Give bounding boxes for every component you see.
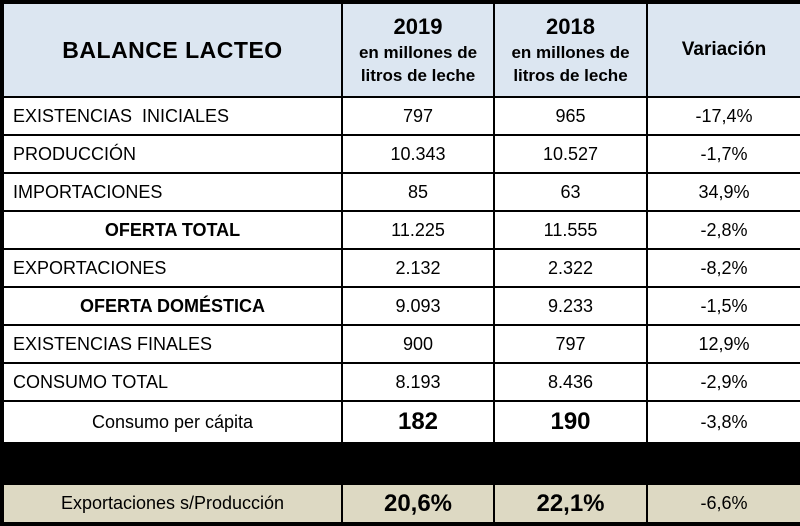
header-row: BALANCE LACTEO 2019 en millones de litro… — [1, 1, 800, 98]
value-2018-cell: 190 — [493, 400, 648, 444]
row-label: OFERTA DOMÉSTICA — [1, 286, 343, 326]
row-label: Exportaciones s/Producción — [1, 483, 343, 525]
column-header-2019: 2019 en millones de litros de leche — [341, 1, 495, 98]
table-row-produccion: PRODUCCIÓN 10.343 10.527 -1,7% — [1, 134, 800, 174]
table-row-oferta-domestica: OFERTA DOMÉSTICA 9.093 9.233 -1,5% — [1, 286, 800, 326]
table-row-exportaciones: EXPORTACIONES 2.132 2.322 -8,2% — [1, 248, 800, 288]
value-2018-cell: 11.555 — [493, 210, 648, 250]
year-2018-label: 2018 — [546, 14, 595, 39]
value-2019-cell: 797 — [341, 96, 495, 136]
value-2018-cell: 797 — [493, 324, 648, 364]
table-title: BALANCE LACTEO — [1, 1, 343, 98]
value-2019-cell: 11.225 — [341, 210, 495, 250]
variation-cell: 34,9% — [646, 172, 800, 212]
table-body: EXISTENCIAS INICIALES 797 965 -17,4% PRO… — [1, 96, 800, 525]
value-2019-cell: 8.193 — [341, 362, 495, 402]
value-2019-cell: 85 — [341, 172, 495, 212]
value-2018-cell: 63 — [493, 172, 648, 212]
table-row-oferta-total: OFERTA TOTAL 11.225 11.555 -2,8% — [1, 210, 800, 250]
variation-cell: -1,7% — [646, 134, 800, 174]
table-row-consumo-per-capita: Consumo per cápita 182 190 -3,8% — [1, 400, 800, 444]
separator-band-cell — [1, 442, 800, 485]
variation-cell: -17,4% — [646, 96, 800, 136]
value-2018-cell: 8.436 — [493, 362, 648, 402]
row-label: EXISTENCIAS FINALES — [1, 324, 343, 364]
units-line-1: en millones de — [358, 43, 478, 62]
variation-cell: 12,9% — [646, 324, 800, 364]
value-2018-cell: 10.527 — [493, 134, 648, 174]
row-label: OFERTA TOTAL — [1, 210, 343, 250]
column-header-2018: 2018 en millones de litros de leche — [493, 1, 648, 98]
table-header: BALANCE LACTEO 2019 en millones de litro… — [1, 1, 800, 98]
variation-cell: -8,2% — [646, 248, 800, 288]
units-line-2: litros de leche — [513, 66, 628, 85]
row-label: CONSUMO TOTAL — [1, 362, 343, 402]
units-line-1: en millones de — [511, 43, 630, 62]
row-label: IMPORTACIONES — [1, 172, 343, 212]
row-label: EXPORTACIONES — [1, 248, 343, 288]
row-label: Consumo per cápita — [1, 400, 343, 444]
variation-cell: -3,8% — [646, 400, 800, 444]
table-row-existencias-iniciales: EXISTENCIAS INICIALES 797 965 -17,4% — [1, 96, 800, 136]
separator-band — [1, 442, 800, 485]
value-2019-cell: 2.132 — [341, 248, 495, 288]
variation-cell: -6,6% — [646, 483, 800, 525]
table-row-exportaciones-s-produccion: Exportaciones s/Producción 20,6% 22,1% -… — [1, 483, 800, 525]
value-2019-cell: 182 — [341, 400, 495, 444]
table-row-existencias-finales: EXISTENCIAS FINALES 900 797 12,9% — [1, 324, 800, 364]
row-label: EXISTENCIAS INICIALES — [1, 96, 343, 136]
value-2019-cell: 900 — [341, 324, 495, 364]
row-label: PRODUCCIÓN — [1, 134, 343, 174]
table-row-consumo-total: CONSUMO TOTAL 8.193 8.436 -2,9% — [1, 362, 800, 402]
column-header-variation: Variación — [646, 1, 800, 98]
value-2018-cell: 22,1% — [493, 483, 648, 525]
units-line-2: litros de leche — [360, 66, 476, 85]
value-2018-cell: 965 — [493, 96, 648, 136]
variation-cell: -2,9% — [646, 362, 800, 402]
value-2019-cell: 9.093 — [341, 286, 495, 326]
variation-cell: -1,5% — [646, 286, 800, 326]
table-row-importaciones: IMPORTACIONES 85 63 34,9% — [1, 172, 800, 212]
value-2019-cell: 20,6% — [341, 483, 495, 525]
value-2019-cell: 10.343 — [341, 134, 495, 174]
variation-cell: -2,8% — [646, 210, 800, 250]
year-2019-label: 2019 — [393, 14, 443, 39]
value-2018-cell: 2.322 — [493, 248, 648, 288]
value-2018-cell: 9.233 — [493, 286, 648, 326]
